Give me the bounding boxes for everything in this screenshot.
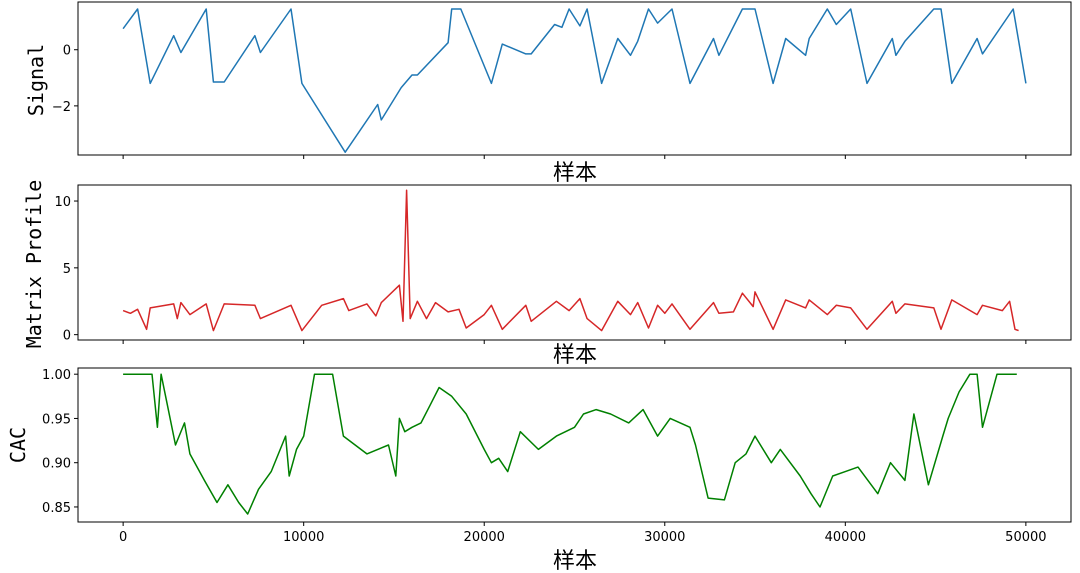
cac-xtick-label: 20000 [464, 530, 505, 545]
signal-xlabel: 样本 [553, 161, 597, 186]
cac-xtick-label: 50000 [1005, 530, 1046, 545]
cac-xtick-label: 30000 [644, 530, 685, 545]
cac-xtick-label: 10000 [283, 530, 324, 545]
signal-ytick-label: 0 [63, 44, 71, 59]
matrix-profile-series-line [122, 189, 1019, 332]
cac-ytick-label: 0.95 [42, 412, 71, 427]
signal-series-line [122, 8, 1027, 153]
signal-ylabel: Signal [24, 44, 48, 116]
cac-ytick-label: 0.90 [42, 457, 71, 472]
signal-axes-frame [77, 1, 1072, 156]
matrix-profile-ytick-label: 0 [63, 329, 71, 344]
cac-xtick-label: 40000 [825, 530, 866, 545]
matrix-profile-panel: Matrix Profile 样本 0 5 10 [22, 180, 1072, 368]
signal-panel: Signal 样本 0 −2 [24, 1, 1072, 186]
cac-ytick-label: 1.00 [42, 368, 71, 383]
matrix-profile-ylabel: Matrix Profile [22, 180, 46, 349]
matrix-profile-ytick-label: 5 [63, 262, 71, 277]
matrix-profile-axes-frame [77, 184, 1072, 341]
signal-ytick-label: −2 [52, 100, 71, 115]
cac-panel: CAC 样本 0 10000 20000 30000 40000 50000 0.85 0.9… [6, 367, 1072, 573]
cac-series-line [123, 373, 1017, 515]
cac-axes-frame [77, 367, 1072, 523]
cac-ytick-label: 0.85 [42, 501, 71, 516]
matrix-profile-xlabel: 样本 [553, 343, 597, 368]
cac-xtick-label: 0 [119, 530, 127, 545]
cac-ylabel: CAC [6, 427, 30, 463]
matrix-profile-ytick-label: 10 [54, 195, 71, 210]
cac-xlabel: 样本 [553, 549, 597, 573]
